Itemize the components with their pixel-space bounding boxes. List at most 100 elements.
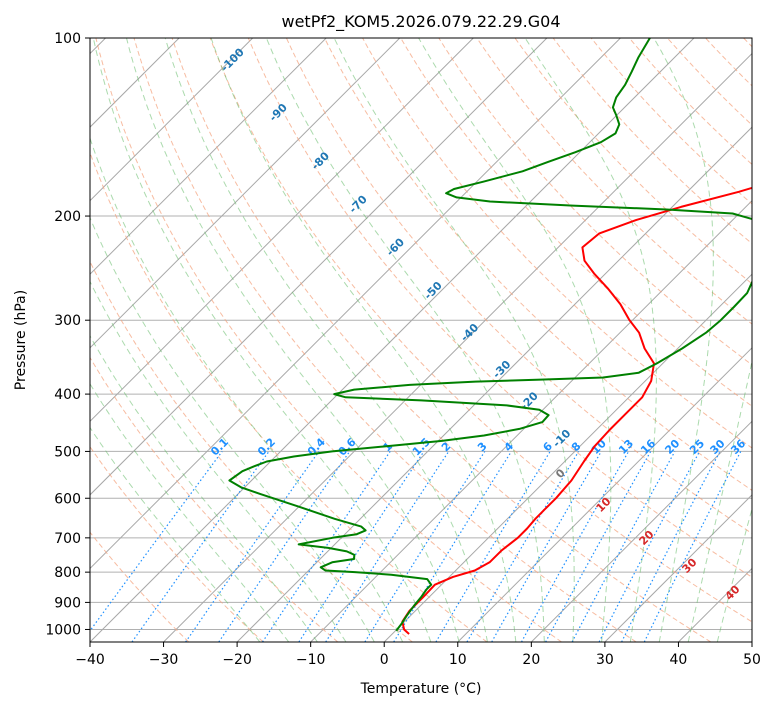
mixing-ratio-label: 0.1 — [208, 435, 231, 458]
dry-adiabat-line — [133, 38, 637, 642]
isotherm-line — [678, 567, 752, 642]
dry-adiabat-label: -100 — [218, 45, 247, 74]
dry-adiabat-label: -90 — [267, 101, 290, 124]
moist-adiabat-line — [126, 38, 460, 642]
dry-adiabat-line — [628, 38, 752, 166]
dry-adiabat-line — [324, 38, 752, 491]
sounding-traces — [228, 38, 752, 635]
dry-adiabat-line — [95, 38, 562, 642]
mixing-ratio-label: 13 — [616, 437, 636, 457]
moist-adiabat-line — [90, 426, 261, 642]
dry-adiabat-label: -80 — [309, 149, 332, 172]
moist-adiabat-label: 20 — [636, 528, 656, 548]
mixing-ratio-line — [545, 451, 652, 642]
x-axis: −40 −30 −20 −10 0 10 20 30 40 50 — [75, 642, 761, 668]
moist-adiabat-label: 30 — [680, 556, 700, 576]
isotherm-line — [90, 38, 548, 496]
moist-adiabat-line — [90, 216, 375, 642]
x-tick-label: 10 — [449, 652, 467, 668]
dry-adiabat-line — [90, 531, 190, 642]
dry-adiabat-label: -30 — [490, 358, 513, 381]
mixing-ratio-label: 10 — [589, 437, 609, 457]
isotherm-line — [90, 38, 327, 275]
isotherm-line — [530, 420, 752, 642]
dry-adiabat-label: -40 — [458, 321, 481, 344]
x-tick-label: 40 — [670, 652, 688, 668]
y-tick-label: 400 — [54, 387, 81, 403]
mixing-ratio-line — [466, 451, 580, 642]
x-tick-label: −20 — [222, 652, 252, 668]
mixing-ratio-label: 16 — [638, 437, 658, 457]
y-tick-label: 300 — [54, 313, 81, 329]
mixing-ratio-label: 30 — [708, 437, 728, 457]
mixing-ratio-line — [131, 451, 270, 642]
mixing-ratio-line — [643, 451, 742, 642]
isotherm-line — [236, 126, 752, 642]
dry-adiabat-line — [90, 260, 413, 642]
dry-adiabat-label: -70 — [347, 193, 370, 216]
isotherm-line — [604, 494, 752, 642]
moist-adiabat-line — [418, 38, 612, 642]
isotherm-lines — [90, 38, 752, 642]
grid-lines — [90, 38, 752, 630]
reference-line-labels: 0.1 0.2 0.4 0.6 1 1.5 2 3 4 6 8 10 13 16 20 25 30 36-100-… — [208, 45, 748, 602]
chart-title: wetPf2_KOM5.2026.079.22.29.G04 — [281, 12, 560, 32]
plot-frame — [89, 37, 753, 643]
x-tick-label: −40 — [75, 652, 105, 668]
dry-adiabat-line — [552, 38, 752, 245]
y-tick-label: 900 — [54, 595, 81, 611]
dewpoint-trace — [228, 38, 752, 632]
dry-adiabat-line — [438, 38, 752, 366]
dry-adiabat-line — [476, 38, 752, 325]
moist-adiabat-line — [265, 38, 545, 642]
y-tick-label: 700 — [54, 531, 81, 547]
y-axis-title: Pressure (hPa) — [13, 290, 29, 390]
mixing-ratio-label: 25 — [687, 437, 707, 457]
mixing-ratio-line — [621, 451, 721, 642]
mixing-ratio-label: 0.2 — [255, 435, 278, 458]
mixing-ratio-line — [364, 451, 486, 642]
isotherm-line — [383, 273, 752, 642]
moist-adiabat-line — [333, 38, 575, 642]
dry-adiabat-line — [90, 356, 339, 642]
y-tick-label: 800 — [54, 565, 81, 581]
isotherm-line — [90, 38, 254, 202]
dry-adiabat-line — [285, 38, 752, 535]
dry-adiabat-line — [400, 38, 752, 407]
dry-adiabat-line — [743, 38, 752, 48]
y-axis: 1000 900 800 700 600 500 400 300 200 100 — [45, 31, 90, 638]
dry-adiabat-line — [90, 445, 264, 642]
moist-adiabat-line — [687, 359, 752, 642]
moist-adiabat-line — [716, 507, 752, 642]
mixing-ratio-line — [520, 451, 630, 642]
mixing-ratio-label: 3 — [475, 440, 490, 455]
mixing-ratio-line — [598, 451, 701, 642]
isotherm-line — [751, 641, 752, 642]
moist-adiabat-lines — [90, 38, 752, 642]
moist-adiabat-line — [210, 38, 517, 642]
dry-adiabat-line — [171, 38, 712, 642]
dry-adiabat-line — [90, 151, 488, 642]
moist-adiabat-label: 0 — [553, 466, 568, 481]
x-tick-label: 50 — [743, 652, 761, 668]
moist-adiabat-line — [653, 38, 714, 642]
mixing-ratio-line — [435, 451, 551, 642]
dry-adiabat-line — [590, 38, 752, 205]
mixing-ratio-label: 0.6 — [336, 435, 359, 458]
dry-adiabat-line — [667, 38, 752, 126]
mixing-ratio-label: 20 — [662, 437, 682, 457]
mixing-ratio-line — [325, 451, 450, 642]
plot-area: 0.1 0.2 0.4 0.6 1 1.5 2 3 4 6 8 10 13 16 20 25 30 36-100-… — [90, 38, 752, 642]
y-tick-label: 500 — [54, 444, 81, 460]
x-tick-label: 20 — [522, 652, 540, 668]
dry-adiabat-line — [514, 38, 752, 285]
isotherm-line — [90, 38, 695, 642]
y-tick-label: 600 — [54, 491, 81, 507]
x-tick-label: −10 — [296, 652, 326, 668]
mixing-ratio-line — [393, 451, 512, 642]
mixing-ratio-label: 8 — [569, 440, 584, 455]
dry-adiabat-lines — [90, 38, 752, 642]
moist-adiabat-line — [92, 38, 432, 642]
isotherm-line — [457, 347, 752, 642]
isotherm-line — [90, 38, 474, 423]
